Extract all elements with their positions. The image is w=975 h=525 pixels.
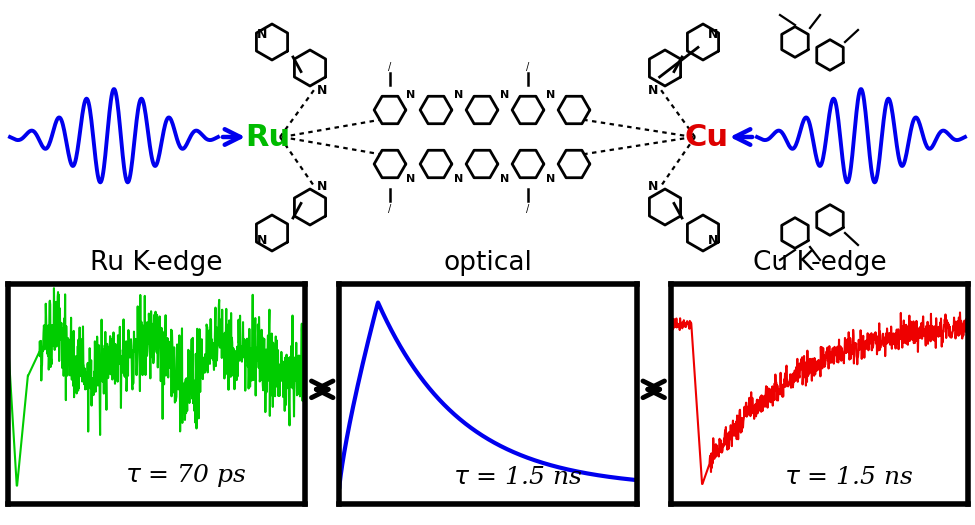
Text: Ru K-edge: Ru K-edge	[91, 249, 222, 276]
Text: N: N	[317, 180, 328, 193]
Text: $\tau$ = 1.5 ns: $\tau$ = 1.5 ns	[453, 466, 582, 489]
Text: N: N	[546, 90, 556, 100]
Text: N: N	[454, 90, 464, 100]
Text: N: N	[500, 174, 510, 184]
Text: N: N	[256, 234, 267, 247]
Text: /: /	[388, 204, 392, 214]
Text: N: N	[546, 174, 556, 184]
Text: N: N	[317, 83, 328, 97]
Text: Ru: Ru	[246, 122, 291, 152]
Text: N: N	[500, 90, 510, 100]
Text: $\tau$ = 1.5 ns: $\tau$ = 1.5 ns	[785, 466, 914, 489]
Text: /: /	[388, 62, 392, 72]
Text: N: N	[708, 28, 719, 41]
Text: $\tau$ = 70 ps: $\tau$ = 70 ps	[126, 461, 247, 489]
Text: /: /	[526, 62, 529, 72]
Text: optical: optical	[444, 249, 532, 276]
Text: N: N	[407, 90, 415, 100]
Text: N: N	[256, 28, 267, 41]
Text: /: /	[526, 204, 529, 214]
Text: Cu: Cu	[685, 122, 729, 152]
Text: N: N	[647, 180, 658, 193]
Text: N: N	[708, 234, 719, 247]
Text: N: N	[407, 174, 415, 184]
Text: Cu K-edge: Cu K-edge	[753, 249, 886, 276]
Text: N: N	[647, 83, 658, 97]
Text: N: N	[454, 174, 464, 184]
